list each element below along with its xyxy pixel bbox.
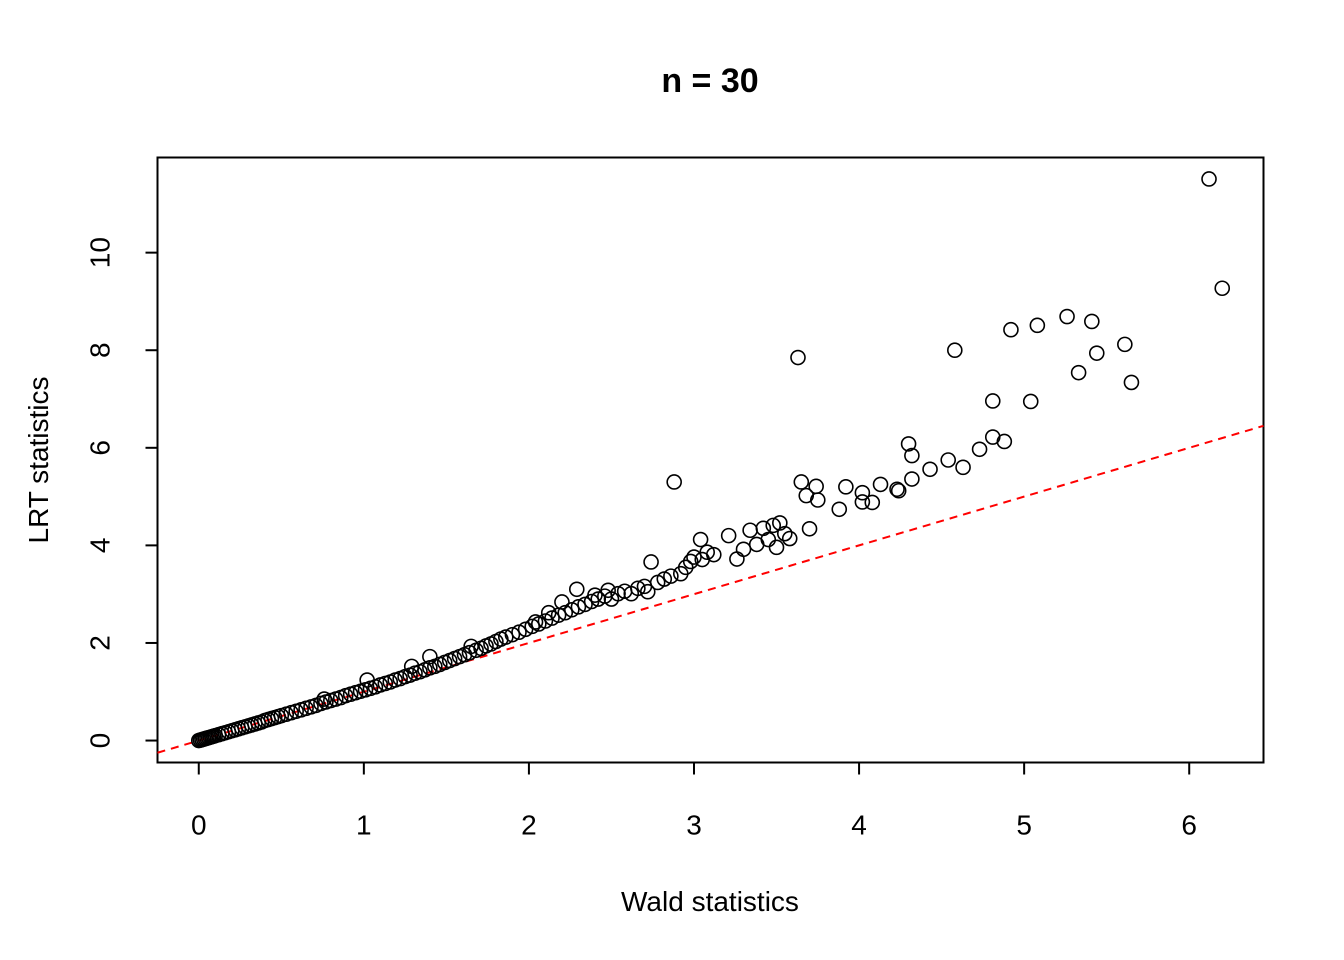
x-tick-label: 3	[686, 810, 702, 841]
data-point	[1029, 317, 1046, 334]
data-point	[854, 494, 871, 510]
data-point	[527, 614, 544, 630]
plot-frame	[156, 156, 1265, 764]
data-point	[808, 478, 824, 495]
y-tick-label: 10	[85, 237, 116, 268]
data-point	[1084, 313, 1100, 330]
data-point	[663, 568, 679, 584]
data-point	[1022, 393, 1039, 410]
y-tick-label: 6	[85, 440, 116, 456]
data-point	[793, 474, 810, 490]
data-point	[639, 583, 656, 600]
data-point	[1123, 374, 1140, 391]
data-point	[1070, 364, 1087, 381]
data-point	[630, 580, 646, 597]
data-point	[600, 582, 616, 599]
data-point	[772, 515, 788, 531]
data-point	[1003, 321, 1019, 338]
data-point	[463, 638, 479, 655]
data-point	[1201, 171, 1217, 187]
data-point	[735, 541, 752, 558]
data-point	[984, 393, 1001, 409]
data-point	[729, 551, 745, 567]
reference-line-group	[157, 424, 1264, 754]
data-point	[872, 476, 889, 493]
data-point	[801, 520, 818, 537]
y-tick-label: 2	[85, 635, 116, 651]
data-point	[831, 501, 848, 518]
data-point	[781, 530, 798, 547]
data-point	[677, 559, 694, 576]
data-point	[422, 648, 438, 665]
data-point	[889, 481, 905, 498]
data-point	[900, 436, 917, 452]
data-point	[720, 527, 737, 544]
data-point	[971, 441, 988, 458]
x-tick-label: 5	[1016, 810, 1032, 841]
data-point	[904, 447, 920, 464]
data-point	[854, 484, 871, 501]
data-point	[666, 474, 682, 490]
data-point	[955, 459, 971, 476]
chart-title: n = 30	[661, 62, 758, 100]
data-point	[316, 691, 333, 707]
x-tick-label: 2	[521, 810, 537, 841]
data-point	[947, 342, 963, 359]
y-tick-label: 0	[85, 733, 116, 749]
data-point	[742, 522, 758, 539]
x-tick-label: 0	[191, 810, 207, 841]
x-axis-label: Wald statistics	[621, 886, 799, 917]
data-point	[682, 553, 699, 570]
reference-line	[157, 424, 1264, 754]
data-point	[768, 539, 785, 556]
data-point	[790, 349, 806, 366]
y-tick-label: 8	[85, 342, 116, 358]
data-point	[838, 479, 854, 495]
data-point	[1088, 345, 1105, 361]
data-point	[922, 461, 938, 478]
data-points	[190, 171, 1231, 749]
data-point	[864, 494, 881, 511]
data-point	[524, 618, 541, 635]
data-point	[498, 629, 514, 645]
data-point	[1059, 308, 1075, 325]
data-point	[686, 549, 702, 565]
data-point	[570, 599, 587, 615]
data-point	[760, 531, 777, 548]
data-point	[699, 544, 715, 561]
data-point	[1214, 280, 1231, 297]
data-point	[554, 594, 570, 610]
data-point	[776, 525, 793, 542]
data-point	[940, 452, 957, 468]
data-point	[568, 581, 585, 598]
data-point	[765, 517, 782, 534]
data-point	[890, 482, 907, 499]
x-tick-label: 1	[356, 810, 372, 841]
data-point	[809, 492, 826, 508]
data-point	[643, 554, 659, 570]
x-axis: 0 1 2 3 4 5 6	[191, 761, 1197, 841]
data-point	[692, 531, 709, 548]
x-tick-label: 6	[1181, 810, 1197, 841]
y-axis: 0 2 4 6 8 10	[85, 237, 159, 749]
data-point	[996, 433, 1013, 450]
data-point	[706, 546, 722, 563]
x-tick-label: 4	[851, 810, 867, 841]
y-axis-label: LRT statistics	[23, 376, 54, 543]
data-point	[904, 471, 920, 487]
data-point	[587, 587, 603, 603]
y-tick-label: 4	[85, 538, 116, 554]
data-point	[504, 626, 521, 643]
data-point	[1117, 336, 1133, 353]
